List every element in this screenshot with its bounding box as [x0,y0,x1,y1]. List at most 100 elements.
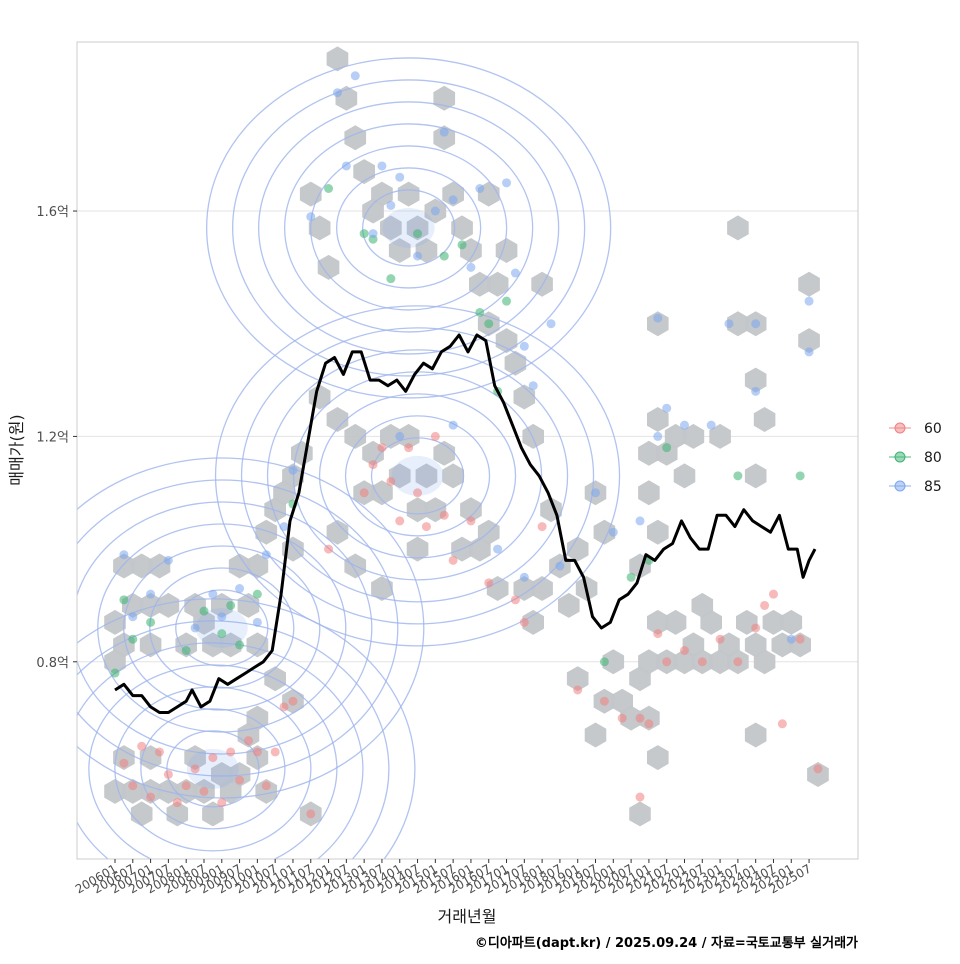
scatter-point-80 [484,319,494,329]
density-peak [186,748,239,789]
hexbin-cell [166,801,189,827]
scatter-point-60 [243,736,253,746]
legend-key-point-85 [894,480,906,492]
scatter-point-60 [137,741,147,751]
scatter-point-60 [226,747,236,757]
scatter-point-60 [270,747,280,757]
legend: 60 80 85 [889,421,942,495]
scatter-point-80 [662,443,672,453]
scatter-point-60 [760,600,770,610]
scatter-point-60 [510,595,520,605]
scatter-point-60 [154,747,164,757]
scatter-point-85 [546,319,556,329]
scatter-point-60 [128,781,138,791]
scatter-point-60 [484,578,494,588]
density-contour [77,479,399,777]
y-axis-title: 매매가(원) [7,414,26,485]
scatter-point-85 [119,550,129,560]
hexbin-cell [584,722,607,748]
hexbin-cell [246,705,269,731]
scatter-point-80 [119,595,129,605]
scatter-point-60 [413,488,423,498]
hexbin-cell [380,215,402,241]
hexbin-cell [104,649,126,675]
hexbin-cell [691,592,714,618]
density-contour [114,686,312,852]
scatter-point-85 [386,200,396,210]
density-contour [283,123,534,333]
scatter-point-80 [324,183,334,193]
scatter-point-80 [359,229,369,239]
hexbin-cell [780,609,803,635]
hexbin-cell [647,745,669,771]
hexbin-cell [513,384,536,410]
hexbin-cell [744,632,767,658]
scatter-point-80 [235,640,245,650]
density-peak [195,607,248,648]
scatter-point-85 [252,617,262,627]
plot-panel [77,46,829,859]
hexbin-cell [700,609,722,635]
scatter-point-60 [279,702,289,712]
scatter-point-60 [768,589,778,599]
scatter-point-60 [368,460,378,470]
scatter-point-60 [386,476,396,486]
hexbin-cell [522,609,544,635]
hexbin-cell [682,423,705,449]
legend-key-point-60 [894,422,906,434]
hexbin-cell [495,328,518,354]
scatter-point-85 [395,172,405,182]
hexbin-cell [273,480,295,506]
hexbin-cell [638,705,660,731]
scatter-point-85 [724,319,734,329]
hexbin-cell [202,632,224,658]
hexbin-cell [727,311,749,337]
hexbin-cell [638,440,660,466]
scatter-point-60 [795,634,805,644]
scatter-point-60 [777,719,787,729]
scatter-point-85 [662,403,672,413]
hexbin-cell [219,632,242,658]
median-trend-line [114,333,817,714]
scatter-point-80 [146,617,156,627]
scatter-point-80 [475,307,485,317]
trend-line-layer [114,333,817,714]
scatter-point-85 [706,420,716,430]
hexbin-cell [611,688,633,714]
hexbin-cell [647,609,669,635]
scatter-point-85 [493,544,503,554]
scatter-point-60 [662,657,672,667]
density-contour [361,189,456,267]
scatter-point-60 [404,443,414,453]
scatter-point-60 [324,544,334,554]
hexbin-cell [638,480,660,506]
scatter-point-85 [804,296,814,306]
hexbin-cell [433,440,456,466]
scatter-point-85 [217,612,227,622]
scatter-point-60 [813,764,823,774]
hexbin-cell [139,632,162,658]
hexbin-cell [744,463,767,489]
hexbin-cell [406,497,429,523]
density-contour [77,598,416,859]
scatter-point-80 [110,668,120,678]
scatter-point-85 [279,522,289,532]
hexbin-cell [308,215,331,241]
scatter-point-85 [448,420,458,430]
scatter-point-60 [697,657,707,667]
scatter-point-80 [733,471,743,481]
hexbin-cell [753,649,776,675]
hexbin-cell [460,497,482,523]
scatter-point-85 [528,381,538,391]
scatter-point-60 [395,516,405,526]
scatter-point-80 [181,646,191,656]
scatter-point-80 [386,274,396,284]
scatter-point-80 [128,634,138,644]
density-contour [88,664,338,859]
hexbin-cell [629,666,651,692]
legend-label-80: 80 [924,450,942,466]
caption: ©디아파트(dapt.kr) / 2025.09.24 / 자료=국토교통부 실… [475,935,858,951]
scatter-point-60 [519,617,529,627]
scatter-point-85 [439,127,449,137]
